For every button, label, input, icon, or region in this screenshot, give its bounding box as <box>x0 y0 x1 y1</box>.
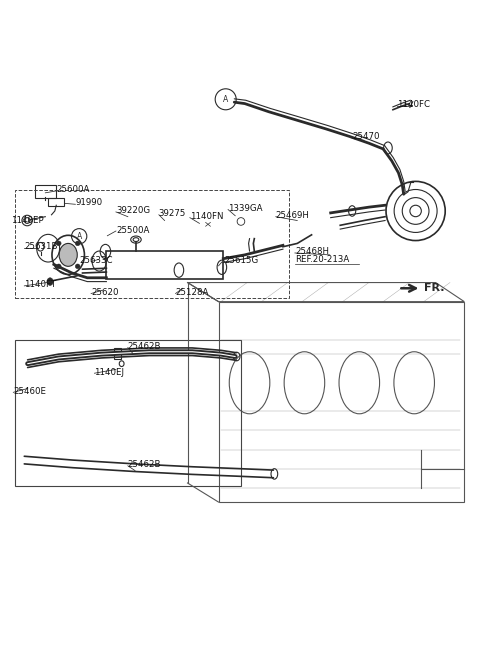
Text: FR.: FR. <box>424 283 444 294</box>
Circle shape <box>56 241 61 246</box>
Text: 1140FN: 1140FN <box>190 212 223 221</box>
Text: 25128A: 25128A <box>176 288 209 297</box>
Text: 25600A: 25600A <box>56 186 90 195</box>
Circle shape <box>75 264 80 269</box>
Text: A: A <box>76 232 82 241</box>
Text: 1140EP: 1140EP <box>11 217 44 225</box>
Text: 25462B: 25462B <box>128 460 161 469</box>
Text: 25468H: 25468H <box>295 247 329 256</box>
Text: REF.20-213A: REF.20-213A <box>295 255 349 264</box>
Text: 39275: 39275 <box>159 210 186 218</box>
Text: 25469H: 25469H <box>276 211 310 220</box>
Text: 25470: 25470 <box>352 133 380 141</box>
Text: 1140FC: 1140FC <box>397 100 431 109</box>
Text: 25631B: 25631B <box>24 242 58 251</box>
Circle shape <box>56 264 61 269</box>
Text: A: A <box>223 95 228 104</box>
Text: 25633C: 25633C <box>79 256 113 265</box>
Circle shape <box>75 241 80 246</box>
Text: 25460E: 25460E <box>13 387 46 396</box>
Text: 25500A: 25500A <box>116 225 149 234</box>
Text: 1140FT: 1140FT <box>24 281 57 290</box>
Text: 1140EJ: 1140EJ <box>95 368 124 377</box>
Text: 91990: 91990 <box>75 199 103 208</box>
Ellipse shape <box>47 278 53 285</box>
Text: 39220G: 39220G <box>116 206 150 215</box>
Text: 25462B: 25462B <box>128 342 161 351</box>
Text: 1339GA: 1339GA <box>228 204 263 213</box>
Ellipse shape <box>59 243 77 266</box>
Text: 25615G: 25615G <box>225 256 259 265</box>
Text: 25620: 25620 <box>91 288 119 297</box>
